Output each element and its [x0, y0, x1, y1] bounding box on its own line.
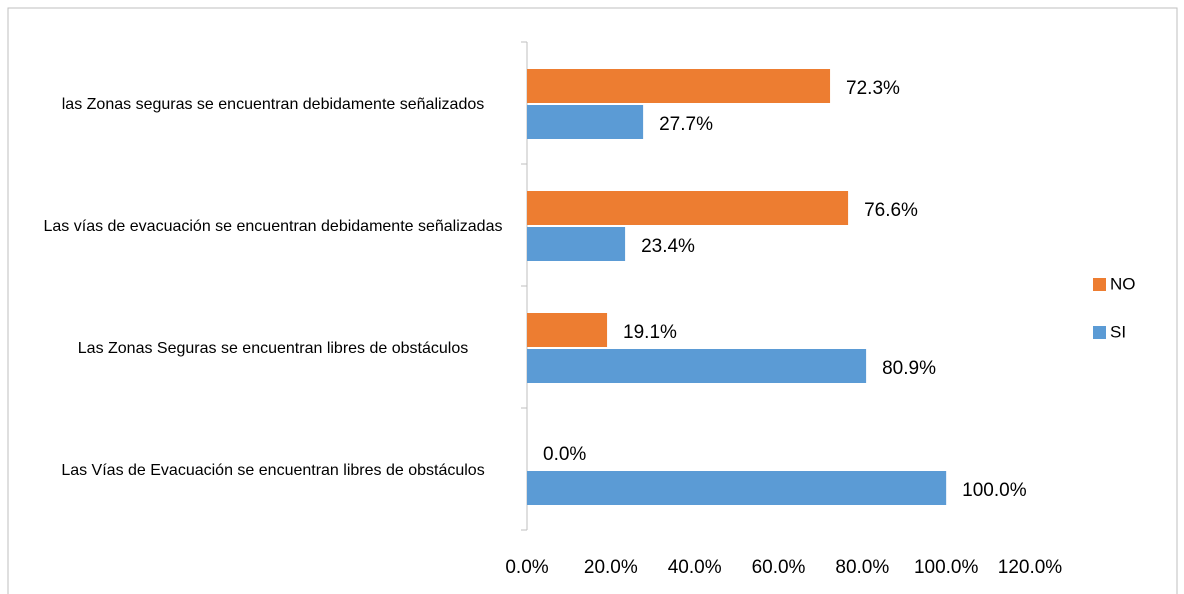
bar [527, 313, 608, 347]
bar [527, 105, 644, 139]
bar [527, 471, 947, 505]
bar [527, 69, 831, 103]
legend-label: SI [1110, 322, 1126, 341]
chart-frame [7, 7, 1178, 594]
bar [527, 191, 849, 225]
value-label: 27.7% [659, 114, 713, 135]
value-label: 19.1% [623, 322, 677, 343]
bar [527, 349, 867, 383]
value-label: 23.4% [641, 236, 695, 257]
value-label: 72.3% [846, 78, 900, 99]
value-label: 80.9% [882, 358, 936, 379]
bar [527, 227, 626, 261]
x-tick-label: 100.0% [914, 557, 979, 578]
legend-swatch [1093, 326, 1106, 339]
category-label: Las vías de evacuación se encuentran deb… [43, 218, 503, 235]
x-tick-label: 20.0% [584, 557, 638, 578]
value-label: 76.6% [864, 200, 918, 221]
x-tick-label: 60.0% [752, 557, 806, 578]
x-tick-label: 80.0% [835, 557, 889, 578]
x-tick-label: 0.0% [505, 557, 548, 578]
value-label: 0.0% [543, 444, 586, 465]
x-tick-label: 120.0% [998, 557, 1063, 578]
category-label: las Zonas seguras se encuentran debidame… [61, 96, 485, 113]
category-label: Las Zonas Seguras se encuentran libres d… [77, 340, 469, 357]
x-tick-label: 40.0% [668, 557, 722, 578]
value-label: 100.0% [962, 480, 1027, 501]
category-label: Las Vías de Evacuación se encuentran lib… [61, 462, 485, 479]
legend-label: NO [1110, 274, 1136, 293]
legend-swatch [1093, 278, 1106, 291]
